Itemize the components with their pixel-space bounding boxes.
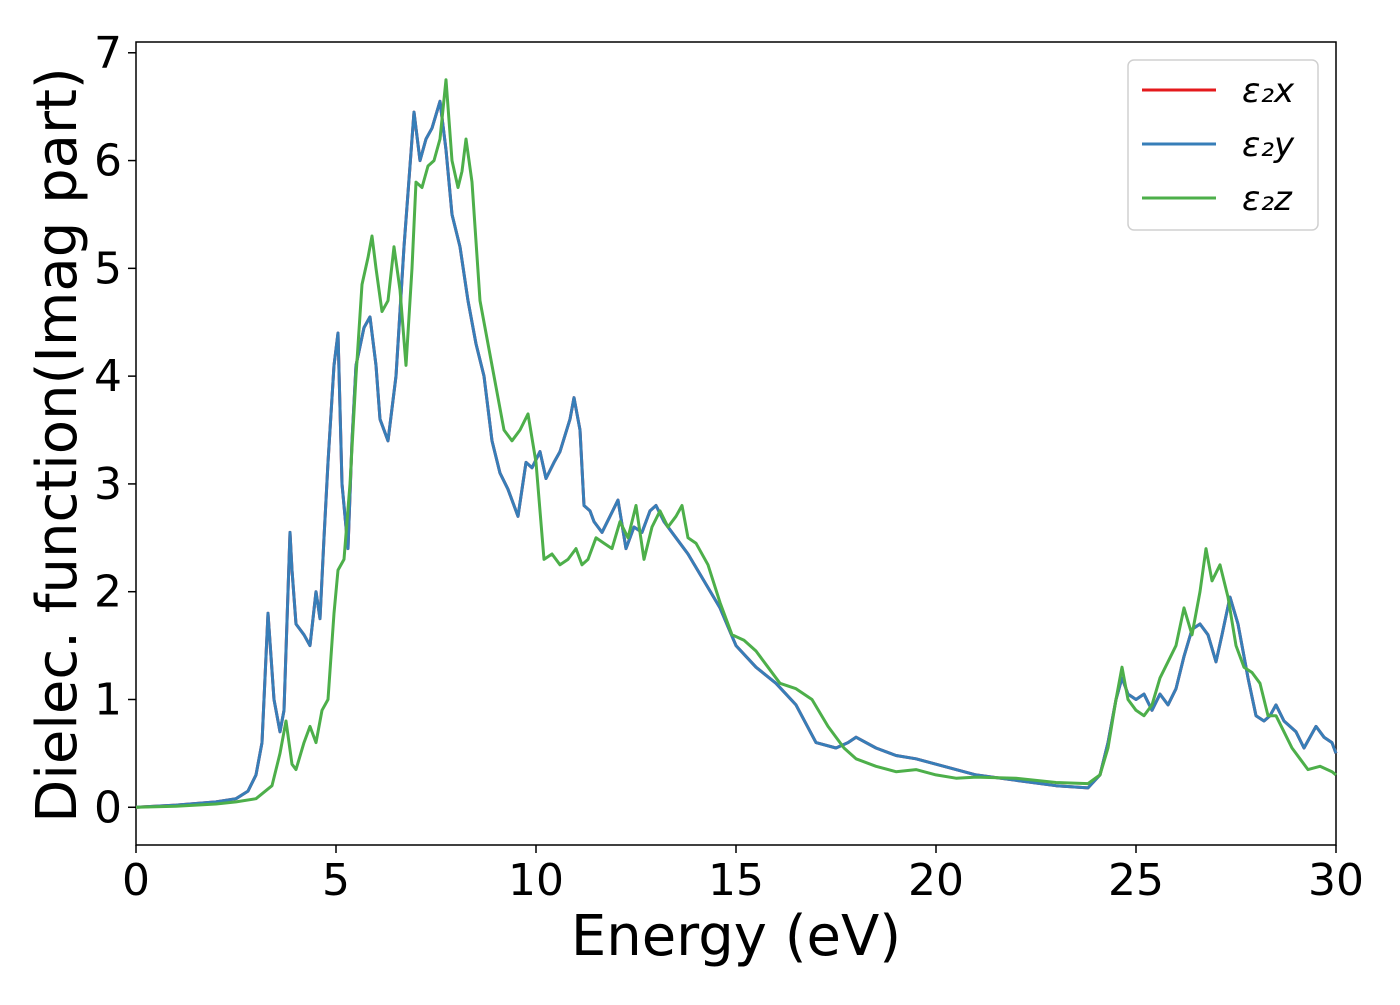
legend-label: ε₂y bbox=[1242, 125, 1295, 165]
x-axis-label: Energy (eV) bbox=[571, 904, 901, 969]
legend-box bbox=[1127, 59, 1319, 231]
series-layer bbox=[135, 78, 1338, 809]
y-tick-label: 7 bbox=[94, 28, 122, 79]
y-tick-label: 4 bbox=[94, 351, 122, 402]
y-axis-ticks: 0 1 2 3 4 5 6 7 bbox=[94, 28, 136, 833]
x-tick-label: 5 bbox=[322, 855, 350, 906]
x-tick-label: 0 bbox=[122, 855, 150, 906]
y-tick-label: 0 bbox=[94, 782, 122, 833]
y-tick-label: 1 bbox=[94, 674, 122, 725]
y-tick-label: 2 bbox=[94, 567, 122, 618]
legend-label: ε₂z bbox=[1242, 179, 1293, 219]
y-tick-label: 6 bbox=[94, 136, 122, 187]
series-line-2 bbox=[135, 78, 1337, 809]
x-tick-label: 10 bbox=[508, 855, 564, 906]
x-tick-label: 15 bbox=[708, 855, 764, 906]
x-axis-ticks: 0 5 10 15 20 25 30 bbox=[122, 845, 1364, 906]
x-tick-label: 25 bbox=[1108, 855, 1164, 906]
x-tick-label: 30 bbox=[1308, 855, 1364, 906]
y-tick-label: 3 bbox=[94, 459, 122, 510]
y-tick-label: 5 bbox=[94, 243, 122, 294]
series-line-1 bbox=[135, 99, 1338, 809]
x-tick-label: 20 bbox=[908, 855, 964, 906]
y-axis-label: Dielec. function(Imag part) bbox=[25, 67, 90, 823]
legend-label: ε₂x bbox=[1242, 71, 1295, 111]
legend: ε₂x ε₂y ε₂z bbox=[1127, 59, 1319, 231]
